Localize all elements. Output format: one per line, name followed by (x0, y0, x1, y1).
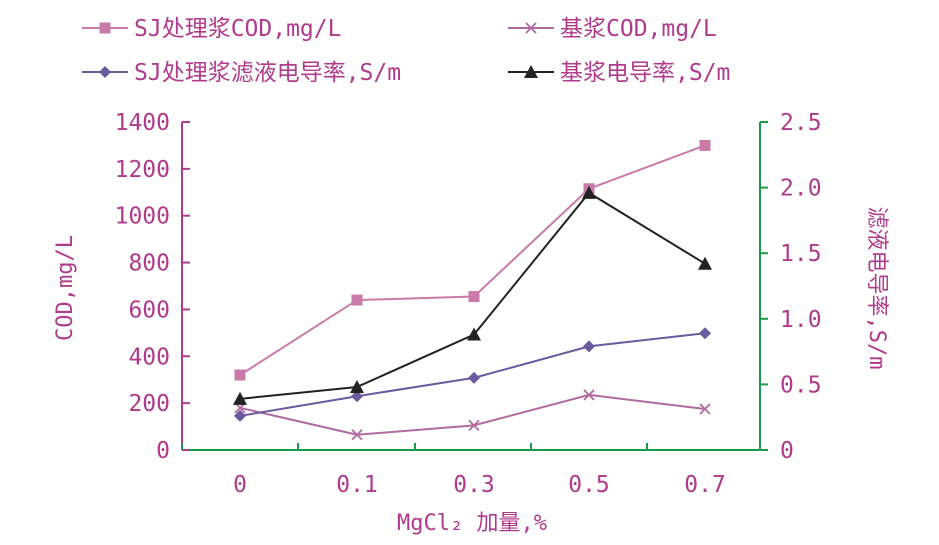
data-point (582, 185, 596, 199)
x-tick-label: 0.7 (684, 472, 726, 498)
legend-item: SJ处理浆滤液电导率,S/m (82, 60, 401, 86)
legend-item: SJ处理浆COD,mg/L (82, 16, 341, 42)
legend-label: SJ处理浆COD,mg/L (134, 16, 341, 42)
legend-label: 基浆COD,mg/L (560, 16, 717, 42)
series-line (239, 393, 706, 436)
legend-item: 基浆电导率,S/m (508, 60, 730, 86)
legend-marker (525, 22, 537, 34)
data-point (234, 369, 246, 381)
y-tick-label-right: 1.5 (780, 241, 822, 267)
data-point (468, 291, 480, 303)
series-2 (234, 327, 711, 422)
y-axis-label-left: COD,mg/L (53, 235, 78, 341)
data-point (699, 403, 711, 415)
x-tick-label: 0.3 (453, 472, 495, 498)
y-tick-label-left: 400 (128, 344, 170, 370)
series-layer (233, 139, 712, 441)
y-tick-label-right: 0.5 (780, 372, 822, 398)
x-tick-label: 0.1 (336, 472, 378, 498)
series-0 (234, 139, 711, 381)
legend-marker (99, 22, 111, 34)
data-point (467, 327, 481, 341)
y-tick-label-left: 600 (128, 297, 170, 323)
data-point (234, 409, 246, 422)
y-tick-label-right: 1.0 (780, 307, 822, 333)
y-tick-label-left: 1200 (115, 157, 170, 183)
x-axis-label: MgCl₂ 加量,% (397, 511, 547, 536)
legend-label: 基浆电导率,S/m (560, 60, 730, 86)
data-point (468, 419, 480, 432)
data-point (699, 139, 711, 151)
data-point (233, 391, 247, 405)
legend: SJ处理浆COD,mg/L 基浆COD,mg/L SJ处理浆滤液电导率,S/m 基浆电… (82, 16, 730, 86)
y-tick-label-right: 2.5 (780, 110, 822, 136)
x-tick-label: 0 (233, 472, 247, 498)
data-point (583, 340, 595, 353)
data-point (351, 294, 363, 306)
y-tick-label-left: 0 (156, 438, 170, 464)
data-point (351, 390, 363, 403)
y-tick-label-right: 2.0 (780, 176, 822, 202)
y-tick-label-left: 1400 (115, 110, 170, 136)
y-tick-label-left: 1000 (115, 204, 170, 230)
data-point (350, 380, 364, 394)
legend-marker (99, 66, 111, 78)
y-tick-label-left: 200 (128, 391, 170, 417)
legend-marker (524, 65, 538, 78)
data-point (468, 371, 480, 384)
data-point (583, 389, 595, 401)
axes: 0 200 400 600 800 1000 1200 1400 0 0.5 1.0 1.5 2.0 2.… (115, 110, 822, 498)
data-point (698, 256, 712, 270)
y-tick-label-right: 0 (780, 438, 794, 464)
data-point (699, 327, 711, 340)
legend-item: 基浆COD,mg/L (508, 16, 717, 42)
y-axis-label-right: 滤液电导率,S/m (864, 207, 889, 370)
x-tick-label: 0.5 (568, 472, 610, 498)
data-point (351, 429, 363, 441)
legend-label: SJ处理浆滤液电导率,S/m (134, 60, 401, 86)
series-3 (233, 185, 712, 405)
series-1 (234, 389, 711, 441)
y-tick-label-left: 800 (128, 251, 170, 277)
